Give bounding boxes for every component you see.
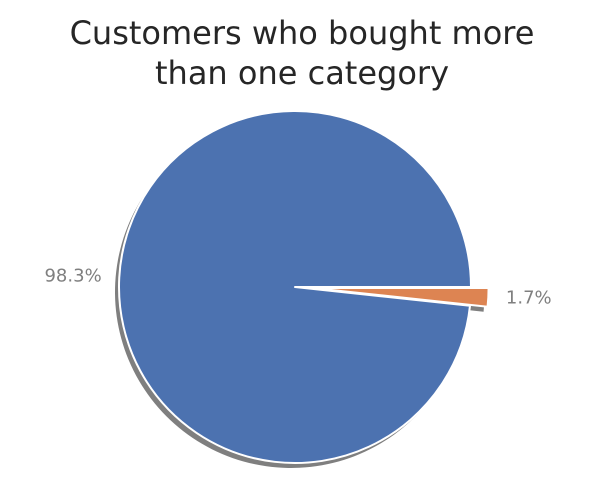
slice-value-label-1: 1.7% bbox=[506, 287, 552, 308]
pie-slice-1 bbox=[311, 286, 490, 308]
pie-slice-0 bbox=[118, 110, 472, 464]
chart-title-line-1: Customers who bought more bbox=[70, 14, 535, 52]
slice-value-labels: 98.3% 1.7% bbox=[44, 266, 551, 309]
chart-title-line-2: than one category bbox=[155, 54, 449, 92]
slice-value-label-0: 98.3% bbox=[44, 266, 101, 287]
pie-slices bbox=[118, 110, 490, 464]
